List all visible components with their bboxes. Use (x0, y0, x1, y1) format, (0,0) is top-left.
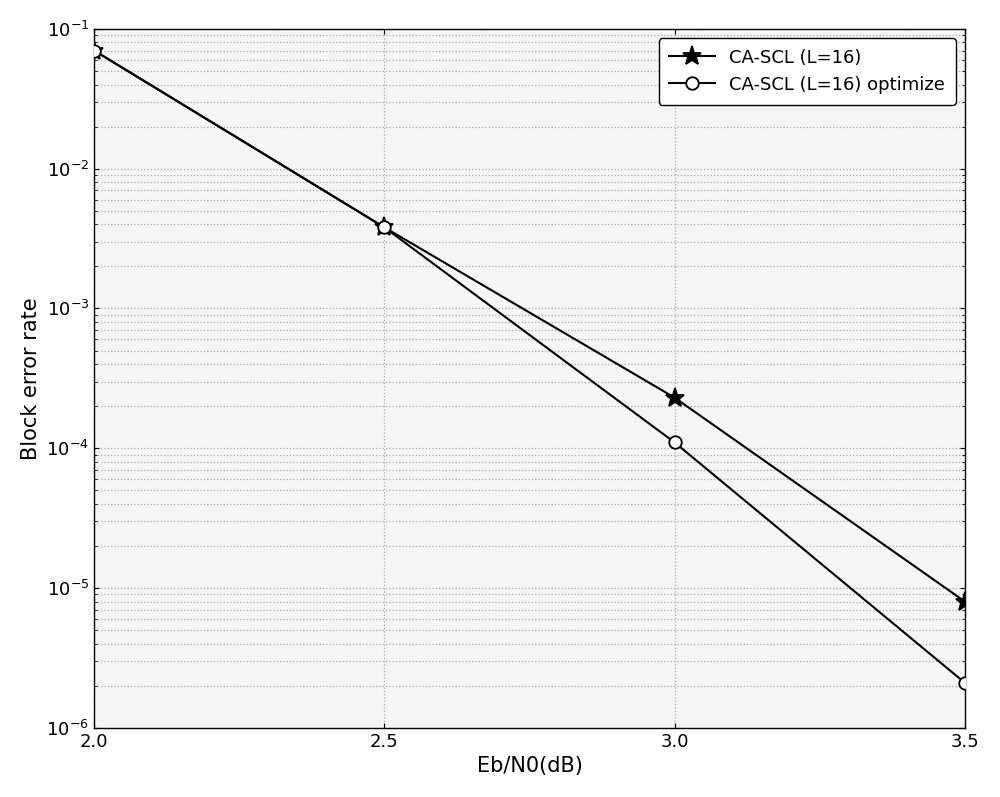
Y-axis label: Block error rate: Block error rate (21, 297, 41, 460)
Line: CA-SCL (L=16): CA-SCL (L=16) (84, 41, 975, 611)
CA-SCL (L=16) optimize (378, 222, 390, 232)
CA-SCL (L=16) (669, 393, 681, 402)
CA-SCL (L=16) (959, 597, 971, 607)
Legend: CA-SCL (L=16), CA-SCL (L=16) optimize: CA-SCL (L=16), CA-SCL (L=16) optimize (659, 38, 956, 104)
X-axis label: Eb/N0(dB): Eb/N0(dB) (477, 756, 582, 776)
CA-SCL (L=16) optimize (959, 678, 971, 688)
CA-SCL (L=16) optimize (88, 45, 100, 55)
CA-SCL (L=16) (378, 222, 390, 232)
CA-SCL (L=16) optimize (669, 438, 681, 447)
CA-SCL (L=16) (88, 45, 100, 55)
Line: CA-SCL (L=16) optimize: CA-SCL (L=16) optimize (88, 45, 971, 689)
